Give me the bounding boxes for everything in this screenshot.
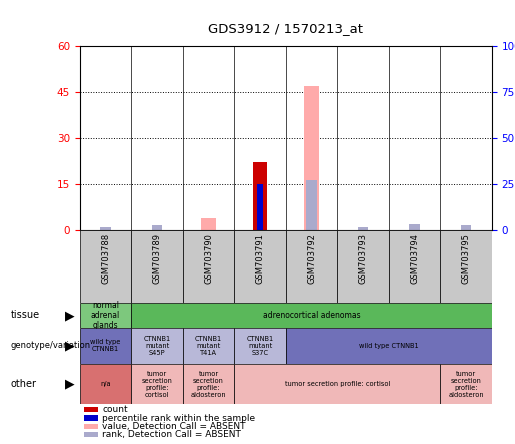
Bar xyxy=(409,223,420,230)
Bar xyxy=(440,364,492,404)
Bar xyxy=(100,227,111,230)
Bar xyxy=(131,303,492,328)
Text: GDS3912 / 1570213_at: GDS3912 / 1570213_at xyxy=(209,22,363,35)
Text: ▶: ▶ xyxy=(65,339,74,353)
Bar xyxy=(358,227,368,230)
Text: CTNNB1
mutant
T41A: CTNNB1 mutant T41A xyxy=(195,336,222,356)
Text: count: count xyxy=(102,405,128,414)
Bar xyxy=(80,328,131,364)
Bar xyxy=(234,230,286,303)
Text: tumor
secretion
profile:
aldosteron: tumor secretion profile: aldosteron xyxy=(191,371,227,397)
Bar xyxy=(80,230,131,303)
Text: GSM703794: GSM703794 xyxy=(410,233,419,284)
Bar xyxy=(389,230,440,303)
Text: GSM703793: GSM703793 xyxy=(358,233,368,284)
Text: tumor
secretion
profile:
aldosteron: tumor secretion profile: aldosteron xyxy=(448,371,484,397)
Text: GSM703795: GSM703795 xyxy=(461,233,471,284)
Bar xyxy=(286,328,492,364)
Text: CTNNB1
mutant
S45P: CTNNB1 mutant S45P xyxy=(144,336,170,356)
Text: wild type
CTNNB1: wild type CTNNB1 xyxy=(91,339,121,353)
Text: GSM703788: GSM703788 xyxy=(101,233,110,284)
Bar xyxy=(183,230,234,303)
Bar xyxy=(80,303,131,328)
Bar xyxy=(131,364,183,404)
Text: tissue: tissue xyxy=(10,310,40,321)
Bar xyxy=(80,364,131,404)
Text: adrenocortical adenomas: adrenocortical adenomas xyxy=(263,311,360,320)
Text: percentile rank within the sample: percentile rank within the sample xyxy=(102,413,255,423)
Text: GSM703791: GSM703791 xyxy=(255,233,265,284)
Text: other: other xyxy=(10,379,36,389)
Text: GSM703792: GSM703792 xyxy=(307,233,316,284)
Text: wild type CTNNB1: wild type CTNNB1 xyxy=(359,343,419,349)
Bar xyxy=(131,230,183,303)
Bar xyxy=(440,230,492,303)
Text: ▶: ▶ xyxy=(65,309,74,322)
Bar xyxy=(286,230,337,303)
Text: tumor
secretion
profile:
cortisol: tumor secretion profile: cortisol xyxy=(142,371,173,397)
Bar xyxy=(131,328,183,364)
Bar xyxy=(84,416,98,420)
Bar xyxy=(304,86,319,230)
Text: ▶: ▶ xyxy=(65,377,74,391)
Text: n/a: n/a xyxy=(100,381,111,387)
Text: CTNNB1
mutant
S37C: CTNNB1 mutant S37C xyxy=(247,336,273,356)
Bar xyxy=(84,424,98,429)
Bar xyxy=(183,364,234,404)
Bar xyxy=(257,184,263,230)
Text: value, Detection Call = ABSENT: value, Detection Call = ABSENT xyxy=(102,422,246,431)
Bar xyxy=(152,226,162,230)
Text: normal
adrenal
glands: normal adrenal glands xyxy=(91,301,120,330)
Bar xyxy=(84,432,98,437)
Bar xyxy=(201,218,216,230)
Bar xyxy=(337,230,389,303)
Bar xyxy=(253,163,267,230)
Bar xyxy=(84,407,98,412)
Bar xyxy=(461,226,471,230)
Bar xyxy=(306,180,317,230)
Text: genotype/variation: genotype/variation xyxy=(10,341,91,350)
Text: rank, Detection Call = ABSENT: rank, Detection Call = ABSENT xyxy=(102,430,242,439)
Bar xyxy=(183,328,234,364)
Bar xyxy=(234,364,440,404)
Bar xyxy=(234,328,286,364)
Text: GSM703790: GSM703790 xyxy=(204,233,213,284)
Text: GSM703789: GSM703789 xyxy=(152,233,162,284)
Text: tumor secretion profile: cortisol: tumor secretion profile: cortisol xyxy=(285,381,390,387)
